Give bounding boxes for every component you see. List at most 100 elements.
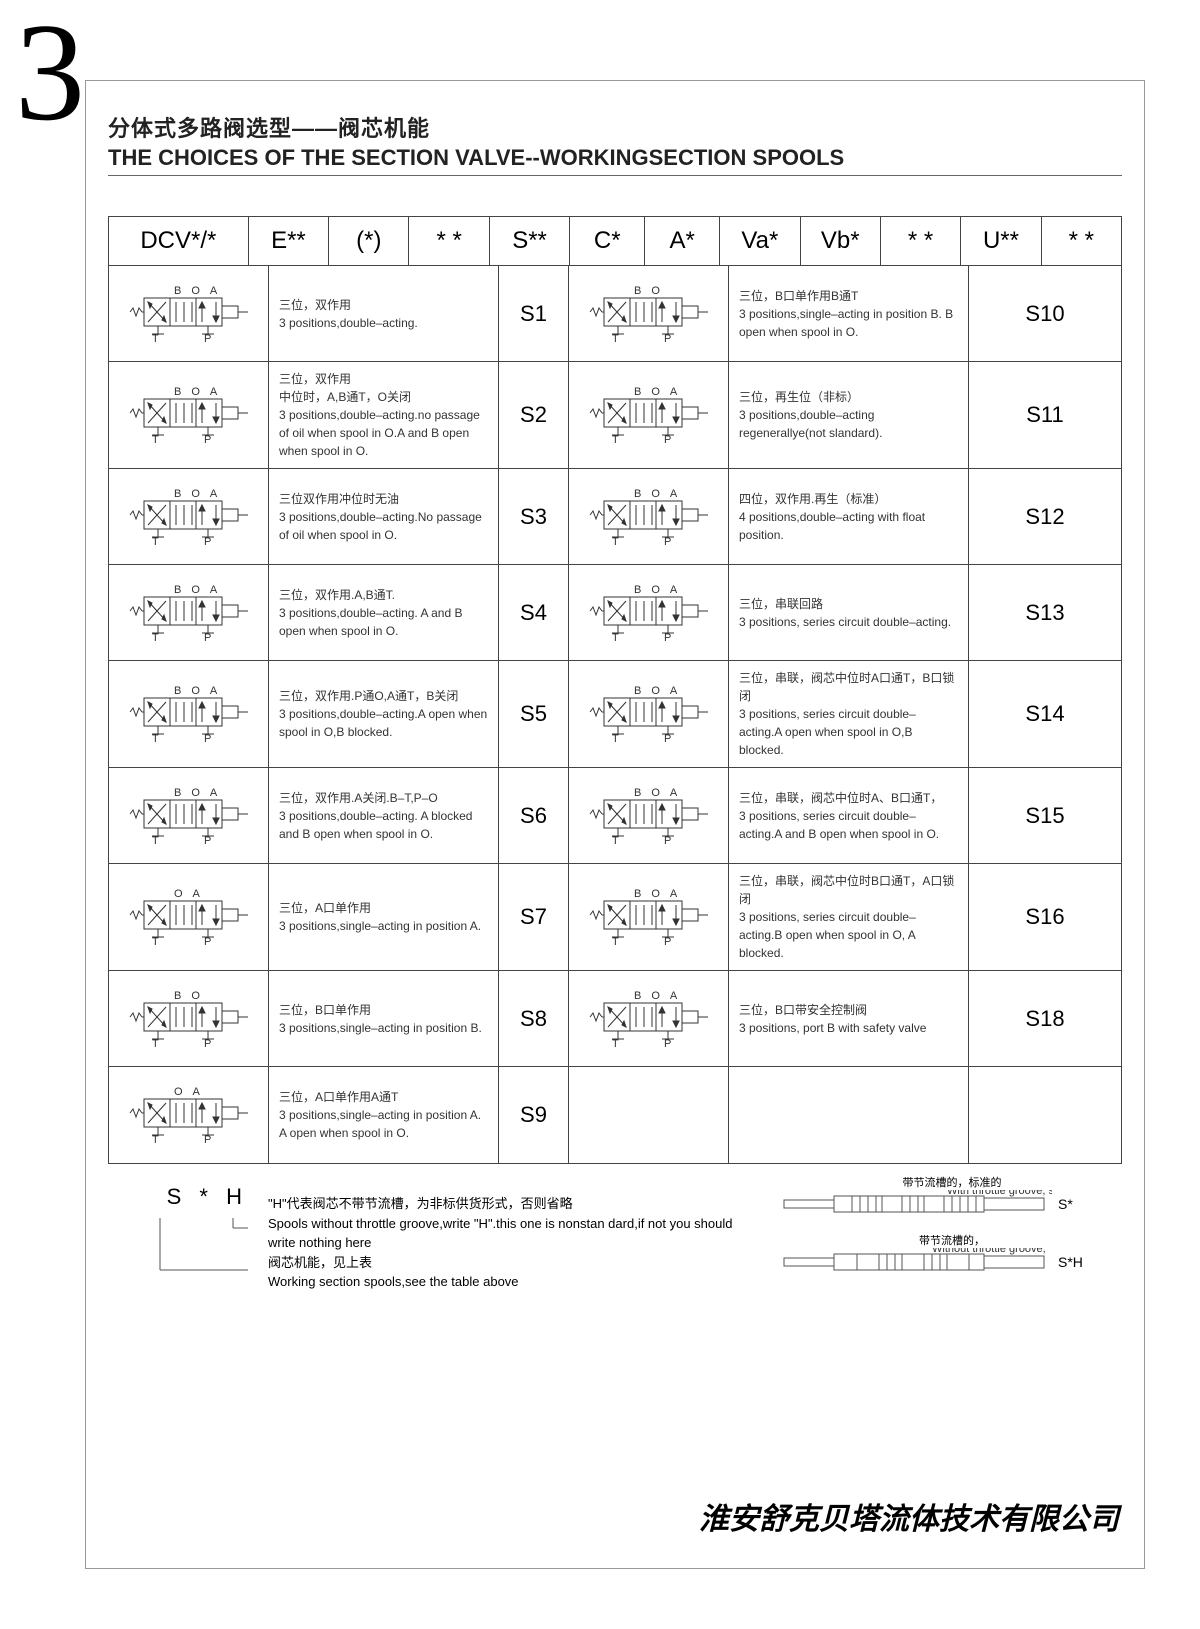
description-cell: 三位，再生位（非标） 3 positions,double–acting reg…: [729, 362, 969, 468]
schematic-symbol: [569, 1067, 729, 1163]
svg-text:With throttle groove, standard: With throttle groove, standard: [947, 1190, 1052, 1197]
svg-text:BOA: BOA: [634, 386, 687, 398]
footer-area: S * H "H"代表阀芯不带节流槽，为非标供货形式，否则省略 Spools w…: [108, 1174, 1122, 1292]
illus-top-code: S*: [1058, 1196, 1073, 1212]
desc-cn: 三位，串联，阀芯中位时A口通T，B口锁闭: [739, 669, 958, 705]
description-cell: 三位，串联，阀芯中位时A、B口通T， 3 positions, series c…: [729, 768, 969, 863]
svg-text:T: T: [152, 835, 159, 846]
schematic-symbol: BOA T P: [569, 469, 729, 564]
svg-text:T: T: [612, 434, 619, 445]
table-row: BOA T P 三: [109, 768, 1121, 864]
spool-code: S1: [499, 266, 569, 361]
table-row: OA T P 三位: [109, 864, 1121, 971]
title-block: 分体式多路阀选型——阀芯机能 THE CHOICES OF THE SECTIO…: [108, 111, 1122, 176]
sh-bracket-icon: [128, 1210, 248, 1280]
desc-cn: 三位，A口单作用A通T: [279, 1088, 488, 1106]
spool-code: S4: [499, 565, 569, 660]
code-cell: U**: [961, 217, 1041, 265]
spool-code: S12: [969, 469, 1121, 564]
schematic-symbol: BO T P: [109, 971, 269, 1066]
spool-illustration-with-groove: With throttle groove, standard: [782, 1190, 1052, 1218]
svg-text:BOA: BOA: [174, 386, 227, 398]
description-cell: 三位，双作用.A关闭.B–T,P–O 3 positions,double–ac…: [269, 768, 499, 863]
svg-text:BOA: BOA: [174, 584, 227, 596]
desc-en: 3 positions,double–acting.No passage of …: [279, 508, 488, 544]
code-cell: * *: [1042, 217, 1121, 265]
sh-note-block: "H"代表阀芯不带节流槽，为非标供货形式，否则省略 Spools without…: [268, 1174, 762, 1292]
svg-text:T: T: [612, 733, 619, 744]
svg-text:T: T: [152, 434, 159, 445]
desc-cn: 三位，B口单作用: [279, 1001, 488, 1019]
model-code-row: DCV*/* E** (*) * * S** C* A* Va* Vb* * *…: [108, 216, 1122, 266]
title-cn: 分体式多路阀选型——阀芯机能: [108, 111, 1122, 143]
title-en: THE CHOICES OF THE SECTION VALVE--WORKIN…: [108, 145, 1122, 171]
spool-code: S7: [499, 864, 569, 970]
spool-code: S8: [499, 971, 569, 1066]
desc-cn: 三位，串联，阀芯中位时A、B口通T，: [739, 789, 958, 807]
svg-text:T: T: [152, 936, 159, 947]
svg-text:T: T: [152, 733, 159, 744]
sh-note-cn1: "H"代表阀芯不带节流槽，为非标供货形式，否则省略: [268, 1194, 762, 1214]
page-number: 3: [15, 10, 85, 136]
sh-note-cn2: 阀芯机能，见上表: [268, 1253, 762, 1273]
schematic-symbol: BO T P: [569, 266, 729, 361]
spool-code: S6: [499, 768, 569, 863]
desc-cn: 三位，B口带安全控制阀: [739, 1001, 958, 1019]
schematic-symbol: BOA T P: [109, 768, 269, 863]
desc-en: 3 positions, series circuit double–actin…: [739, 613, 958, 631]
spool-code: S10: [969, 266, 1121, 361]
svg-text:P: P: [204, 333, 211, 344]
sh-label: S * H: [108, 1184, 248, 1210]
svg-text:OA: OA: [174, 888, 210, 900]
table-row: BO T P 三位: [109, 971, 1121, 1067]
desc-en: 3 positions,double–acting. A and B open …: [279, 604, 488, 640]
desc-cn: 四位，双作用.再生（标准）: [739, 490, 958, 508]
spool-code: S2: [499, 362, 569, 468]
spool-code: S15: [969, 768, 1121, 863]
spool-code: S18: [969, 971, 1121, 1066]
svg-text:T: T: [152, 536, 159, 547]
spool-code: S3: [499, 469, 569, 564]
code-cell: * *: [409, 217, 489, 265]
company-name: 淮安舒克贝塔流体技术有限公司: [699, 1494, 1119, 1538]
schematic-symbol: OA T P: [109, 864, 269, 970]
svg-text:T: T: [612, 936, 619, 947]
svg-text:T: T: [152, 333, 159, 344]
svg-text:P: P: [204, 536, 211, 547]
code-cell: Vb*: [801, 217, 881, 265]
schematic-symbol: OA T P: [109, 1067, 269, 1163]
svg-text:BOA: BOA: [174, 685, 227, 697]
table-row: BOA T P 三: [109, 565, 1121, 661]
spool-code: S16: [969, 864, 1121, 970]
illus-bot-cn: 带节流槽的，: [782, 1232, 1122, 1248]
svg-text:T: T: [612, 835, 619, 846]
svg-text:T: T: [612, 536, 619, 547]
desc-en: 3 positions,single–acting in position B.…: [739, 305, 958, 341]
schematic-symbol: BOA T P: [109, 661, 269, 767]
spool-diagrams: 带节流槽的，标准的: [782, 1174, 1122, 1292]
table-row: BOA T P 三: [109, 661, 1121, 768]
schematic-symbol: BOA T P: [109, 469, 269, 564]
svg-text:P: P: [664, 536, 671, 547]
table-row: OA T P 三位: [109, 1067, 1121, 1163]
svg-text:T: T: [152, 1134, 159, 1145]
svg-text:P: P: [204, 1134, 211, 1145]
svg-text:BOA: BOA: [634, 685, 687, 697]
description-cell: 三位，串联回路 3 positions, series circuit doub…: [729, 565, 969, 660]
spool-code: S11: [969, 362, 1121, 468]
code-cell: * *: [881, 217, 961, 265]
desc-cn: 三位，双作用.A关闭.B–T,P–O: [279, 789, 488, 807]
description-cell: 三位，双作用中位时，A,B通T，O关闭 3 positions,double–a…: [269, 362, 499, 468]
desc-en: 3 positions, port B with safety valve: [739, 1019, 958, 1037]
description-cell: 三位，双作用 3 positions,double–acting.: [269, 266, 499, 361]
svg-text:BOA: BOA: [634, 488, 687, 500]
desc-en: 3 positions, series circuit double–actin…: [739, 705, 958, 759]
illus-bot-code: S*H: [1058, 1254, 1083, 1270]
description-cell: 四位，双作用.再生（标准） 4 positions,double–acting …: [729, 469, 969, 564]
schematic-symbol: BOA T P: [109, 565, 269, 660]
schematic-symbol: BOA T P: [569, 565, 729, 660]
table-row: BOA T P 三: [109, 266, 1121, 362]
svg-text:P: P: [204, 835, 211, 846]
spool-code: S9: [499, 1067, 569, 1163]
description-cell: 三位，B口带安全控制阀 3 positions, port B with saf…: [729, 971, 969, 1066]
